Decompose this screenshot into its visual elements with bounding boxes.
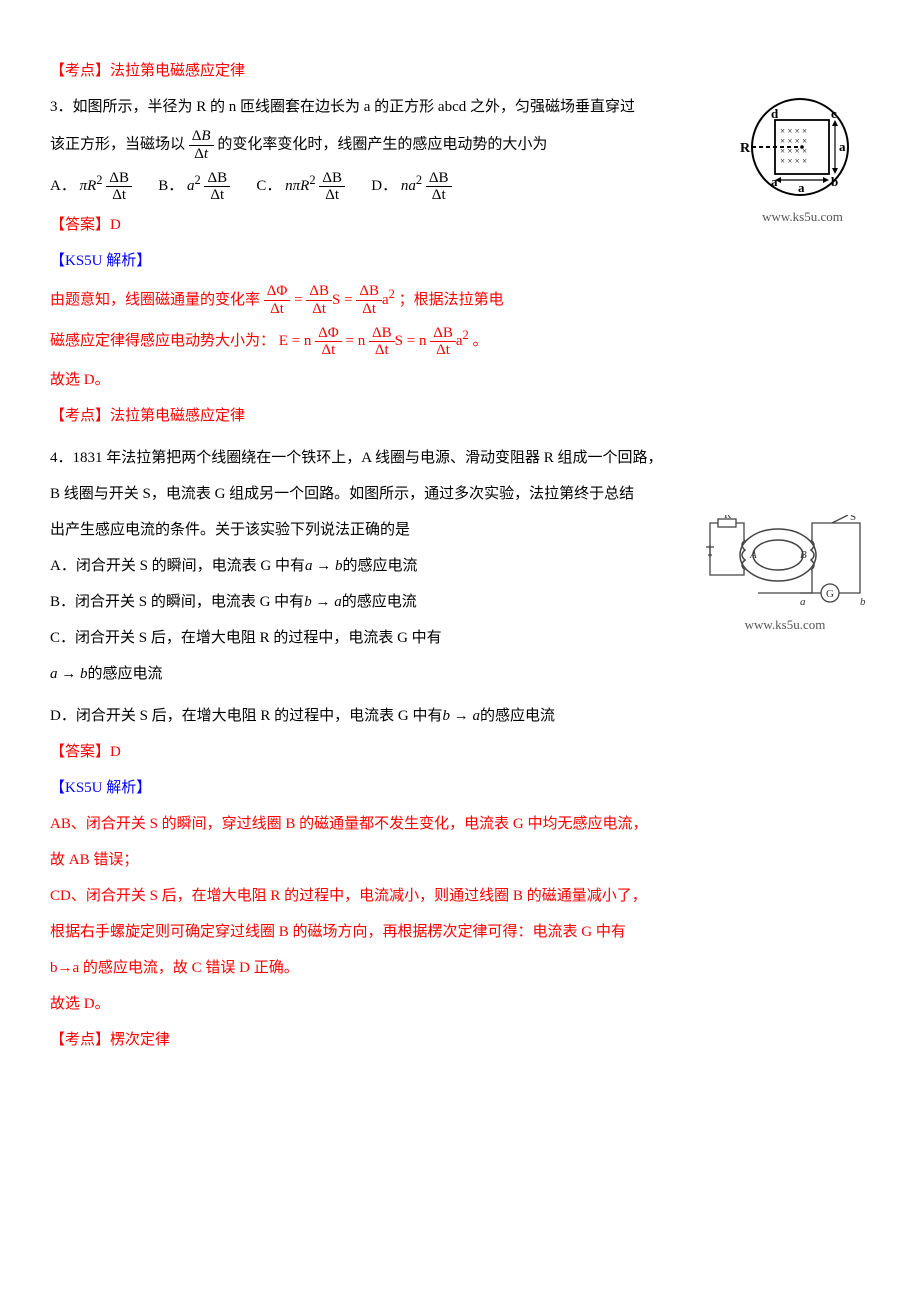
q3-kaodian: 【考点】法拉第电磁感应定律 <box>50 401 870 431</box>
q4-kd-label: 【考点】 <box>50 1032 110 1048</box>
q3-exp1: 由题意知，线圈磁通量的变化率 ΔΦΔt = ΔBΔtS = ΔBΔta2 ；根据… <box>50 282 870 318</box>
q4-ans-label: 【答案】 <box>50 744 110 760</box>
q3-exp-a: 由题意知，线圈磁通量的变化率 <box>50 292 260 308</box>
q4-optA-b: 的感应电流 <box>343 558 418 574</box>
q4-optC-b: a → b的感应电流 <box>50 659 870 689</box>
q4-optD-b: 的感应电流 <box>480 708 555 724</box>
q3-exp-b: ；根据法拉第电 <box>399 292 504 308</box>
svg-text:c: c <box>831 106 837 121</box>
q4-exp5: b→a 的感应电流，故 C 错误 D 正确。 <box>50 953 870 983</box>
svg-text:× × × ×: × × × × <box>780 126 807 136</box>
q3-kd-label: 【考点】 <box>50 408 110 424</box>
q4-optA-a: A．闭合开关 S 的瞬间，电流表 G 中有 <box>50 558 305 574</box>
svg-text:a: a <box>771 174 778 189</box>
q4-kaodian: 【考点】楞次定律 <box>50 1025 870 1055</box>
frac-e3: ΔBΔt <box>356 283 382 317</box>
q4-line2: B 线圈与开关 S，电流表 G 组成另一个回路。如图所示，通过多次实验，法拉第终… <box>50 479 870 509</box>
figure-q4-wrap: R S A B a b G www.ks5u.com <box>700 515 870 638</box>
q4-exp6: 故选 D。 <box>50 989 870 1019</box>
q4-line1: 4．1831 年法拉第把两个线圈绕在一个铁环上，A 线圈与电源、滑动变阻器 R … <box>50 443 870 473</box>
svg-text:R: R <box>724 515 732 521</box>
q3-text-a: 3．如图所示，半径为 R 的 n 匝线圈套在边长为 a 的正方形 abcd 之外… <box>50 99 635 115</box>
kaodian-text: 法拉第电磁感应定律 <box>110 63 245 79</box>
q4-ans-text: D <box>110 744 121 760</box>
q4-optD-a: D．闭合开关 S 后，在增大电阻 R 的过程中，电流表 G 中有 <box>50 708 443 724</box>
q4-kd-text: 楞次定律 <box>110 1032 170 1048</box>
kaodian-block: 【考点】法拉第电磁感应定律 <box>50 56 870 86</box>
svg-text:B: B <box>800 549 807 561</box>
svg-text:× × × ×: × × × × <box>780 156 807 166</box>
q3-ans-text: D <box>110 217 121 233</box>
figure-q4-svg: R S A B a b G <box>700 515 870 610</box>
q4-exp4: 根据右手螺旋定则可确定穿过线圈 B 的磁场方向，再根据楞次定律可得：电流表 G … <box>50 917 870 947</box>
svg-text:S: S <box>850 515 856 523</box>
q4-exp3: CD、闭合开关 S 后，在增大电阻 R 的过程中，电流减小，则通过线圈 B 的磁… <box>50 881 870 911</box>
q3-optC-label: C． <box>256 178 281 194</box>
svg-text:a: a <box>800 596 806 608</box>
q3-kd-text: 法拉第电磁感应定律 <box>110 408 245 424</box>
q4-answer: 【答案】D <box>50 737 870 767</box>
frac-e1: ΔΦΔt <box>264 283 291 317</box>
fracB: ΔBΔt <box>204 170 230 204</box>
kaodian-label: 【考点】 <box>50 63 110 79</box>
svg-text:b: b <box>831 174 838 189</box>
q4-optD: D．闭合开关 S 后，在增大电阻 R 的过程中，电流表 G 中有b → a的感应… <box>50 701 870 731</box>
svg-text:× × × ×: × × × × <box>780 136 807 146</box>
q3-optD-label: D． <box>371 178 397 194</box>
q4-exp2: 故 AB 错误； <box>50 845 870 875</box>
svg-text:b: b <box>860 596 866 608</box>
frac-e5: ΔBΔt <box>369 325 395 359</box>
figure-q3-wrap: × × × × × × × × × × × × × × × × R d c a … <box>735 92 870 230</box>
q3-exp-d: 。 <box>473 333 488 349</box>
figure-q4-caption: www.ks5u.com <box>700 612 870 638</box>
q3-jiexi-label: 【KS5U 解析】 <box>50 246 870 276</box>
svg-text:G: G <box>826 588 834 600</box>
fracC: ΔBΔt <box>319 170 345 204</box>
q3-exp2: 磁感应定律得感应电动势大小为： E = n ΔΦΔt = n ΔBΔtS = n… <box>50 323 870 359</box>
frac-e6: ΔBΔt <box>430 325 456 359</box>
svg-text:d: d <box>771 106 779 121</box>
q4-optB-a: B．闭合开关 S 的瞬间，电流表 G 中有 <box>50 594 304 610</box>
figure-q3-caption: www.ks5u.com <box>735 204 870 230</box>
svg-text:a: a <box>798 180 805 195</box>
q3-optA-label: A． <box>50 178 76 194</box>
q3-ans-label: 【答案】 <box>50 217 110 233</box>
q4-optC-a-text: C．闭合开关 S 后，在增大电阻 R 的过程中，电流表 G 中有 <box>50 630 442 646</box>
q3-text-b: 该正方形，当磁场以 <box>50 136 185 152</box>
frac-e4: ΔΦΔt <box>315 325 342 359</box>
fracA: ΔBΔt <box>106 170 132 204</box>
svg-text:A: A <box>749 549 757 561</box>
q4-optC-b-text: 的感应电流 <box>88 666 163 682</box>
figure-q3-svg: × × × × × × × × × × × × × × × × R d c a … <box>735 92 870 202</box>
svg-text:R: R <box>740 141 751 156</box>
frac-e2: ΔBΔt <box>306 283 332 317</box>
q4-optB-b: 的感应电流 <box>342 594 417 610</box>
frac-dBdt: ΔBΔt <box>189 128 214 162</box>
q4-jiexi-label: 【KS5U 解析】 <box>50 773 870 803</box>
svg-text:a: a <box>839 139 846 154</box>
q3-optB-label: B． <box>158 178 183 194</box>
q3-text-c: 的变化率变化时，线圈产生的感应电动势的大小为 <box>217 136 547 152</box>
q4-exp1: AB、闭合开关 S 的瞬间，穿过线圈 B 的磁通量都不发生变化，电流表 G 中均… <box>50 809 870 839</box>
q3-exp3: 故选 D。 <box>50 365 870 395</box>
fracD: ΔBΔt <box>426 170 452 204</box>
q3-exp-c: 磁感应定律得感应电动势大小为： <box>50 333 275 349</box>
